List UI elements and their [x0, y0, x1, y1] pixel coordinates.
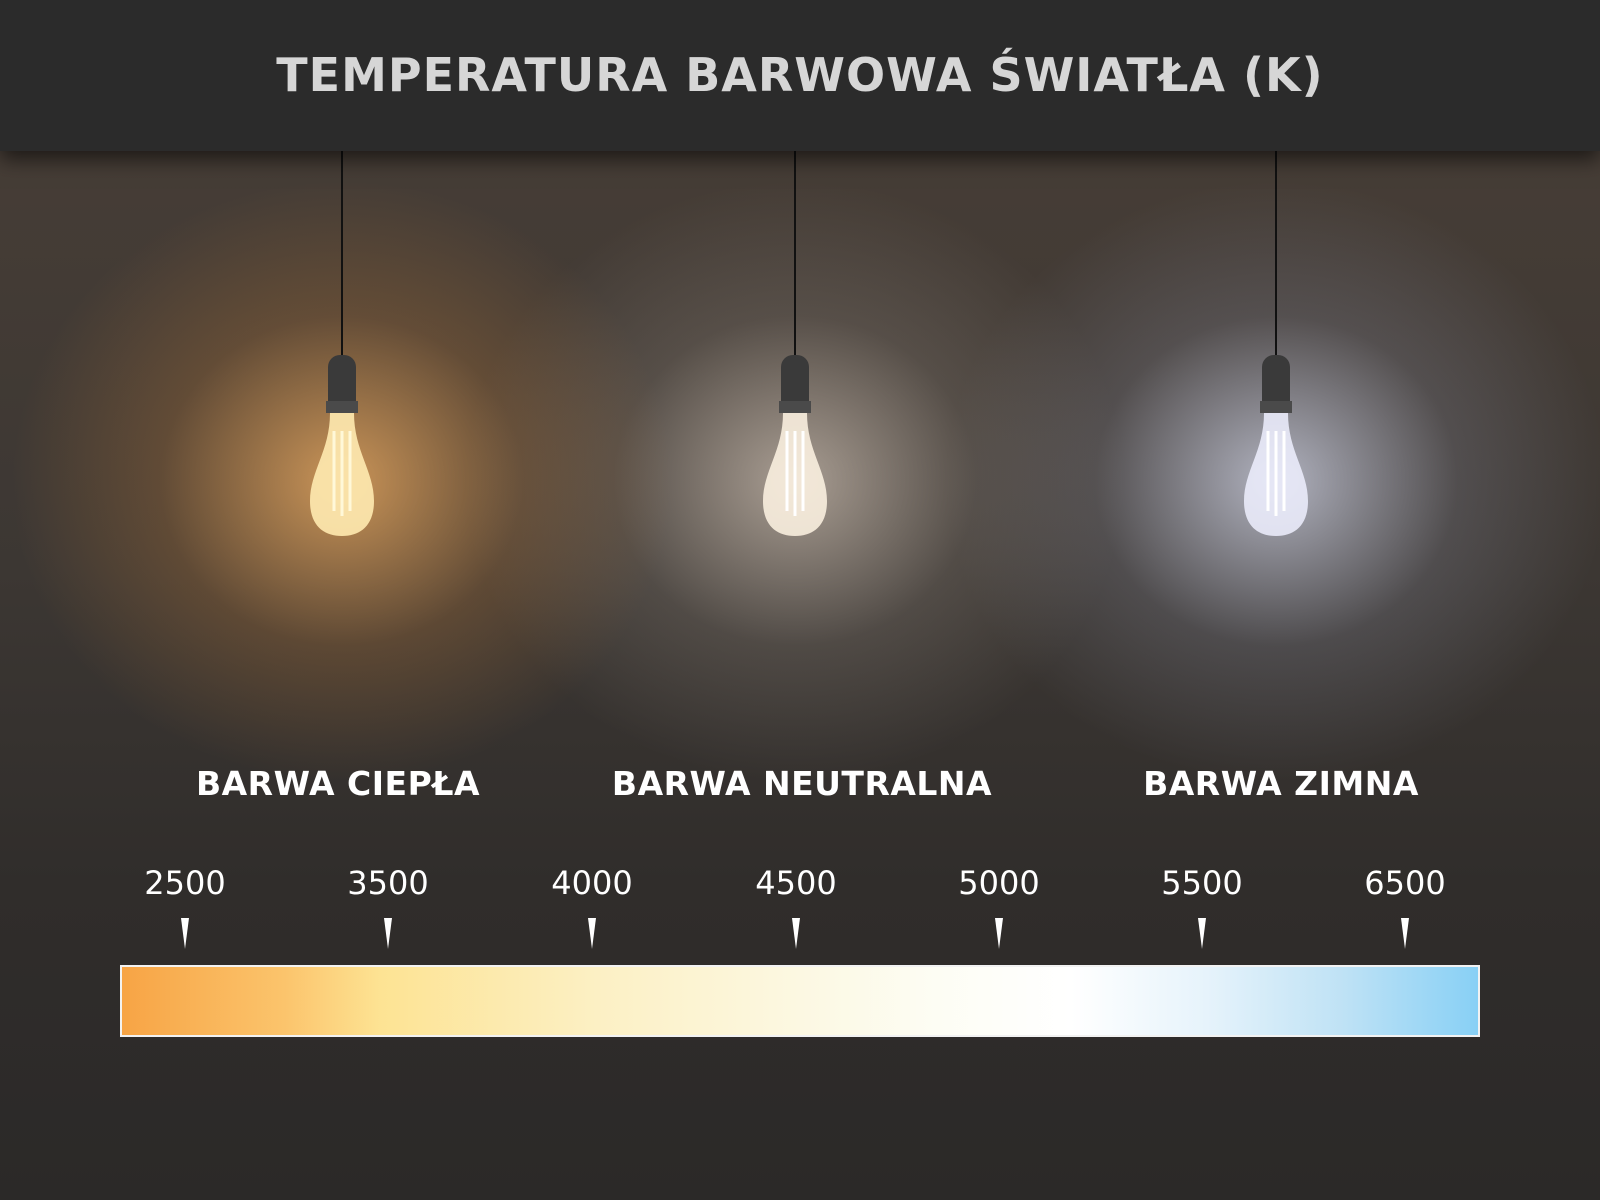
label-cool: BARWA ZIMNA [1143, 764, 1419, 803]
tick-pointer-icon [995, 918, 1003, 949]
tick-label: 4000 [551, 864, 633, 902]
tick-pointer-icon [384, 918, 392, 949]
label-warm: BARWA CIEPŁA [195, 764, 481, 803]
tick-pointer-icon [1198, 918, 1206, 949]
page-title: TEMPERATURA BARWOWA ŚWIATŁA (K) [276, 48, 1324, 102]
cool-bulb-icon [1244, 151, 1308, 536]
tick-pointer-icon [792, 918, 800, 949]
tick-pointer-icon [588, 918, 596, 949]
header: TEMPERATURA BARWOWA ŚWIATŁA (K) [0, 0, 1600, 151]
tick-label: 2500 [144, 864, 226, 902]
tick-label: 6500 [1364, 864, 1446, 902]
tick-pointer-icon [1401, 918, 1409, 949]
tick-label: 4500 [755, 864, 837, 902]
label-neutral: BARWA NEUTRALNA [611, 764, 993, 803]
tick-pointer-icon [181, 918, 189, 949]
color-temperature-gradient-bar [120, 965, 1480, 1037]
tick-label: 5000 [958, 864, 1040, 902]
warm-bulb-icon [310, 151, 374, 536]
tick-label: 3500 [347, 864, 429, 902]
neutral-bulb-icon [763, 151, 827, 536]
tick-label: 5500 [1161, 864, 1243, 902]
